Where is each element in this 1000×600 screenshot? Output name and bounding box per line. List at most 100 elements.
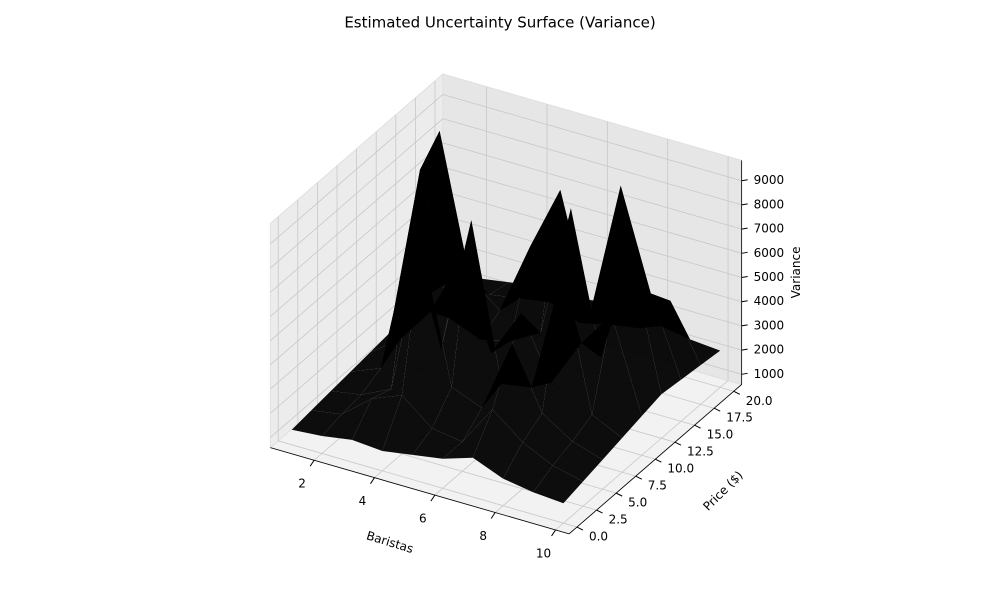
grid-line (278, 440, 578, 528)
surface-facet (451, 220, 502, 408)
surface-facet (412, 428, 463, 459)
z-tick-label: 7000 (754, 222, 785, 236)
z-tick-label: 5000 (754, 270, 785, 284)
tick-mark (741, 300, 748, 303)
tick-mark (674, 441, 682, 446)
surface-facet (442, 409, 493, 459)
y-tick-label: 20.0 (746, 394, 773, 408)
tick-mark (741, 348, 748, 351)
tick-mark (615, 492, 623, 497)
tick-mark (741, 227, 748, 230)
surface-facet (341, 389, 392, 415)
y-axis (568, 384, 742, 535)
tick-mark (309, 459, 315, 467)
surface-facet (352, 395, 402, 451)
tick-mark (655, 458, 662, 463)
surface-facet (542, 275, 592, 442)
z-tick-label: 4000 (754, 294, 785, 308)
surface-facet (432, 387, 482, 442)
tick-mark (635, 475, 643, 480)
tick-mark (741, 179, 748, 182)
grid-line (270, 166, 444, 317)
surface-facet (592, 315, 642, 438)
z-axis-label: Variance (789, 247, 803, 299)
z-tick-label: 6000 (754, 246, 785, 260)
surface-facet (570, 185, 621, 358)
surface-facet (521, 208, 571, 383)
x-tick-label: 8 (479, 529, 487, 543)
surface-facet (421, 220, 472, 388)
surface-facet (510, 189, 561, 341)
grid-line (270, 94, 444, 245)
surface-facet (670, 300, 721, 366)
surface-facet (471, 220, 522, 384)
tick-mark (551, 529, 556, 537)
tick-mark (694, 424, 701, 429)
tick-mark (713, 407, 721, 412)
grid-line (442, 166, 742, 254)
tick-mark (490, 512, 496, 519)
grid-line (442, 190, 742, 278)
tick-mark (733, 390, 741, 395)
surface-facet (391, 236, 442, 389)
surface-facet (401, 245, 452, 429)
z-tick-label: 8000 (754, 197, 785, 211)
tick-mark (576, 526, 584, 531)
x-tick-label: 10 (536, 546, 551, 560)
z-tick-label: 1000 (754, 367, 785, 381)
surface-facet (382, 395, 433, 455)
grid-line (442, 94, 742, 182)
surface-facet (371, 245, 422, 399)
surface-facet (533, 465, 583, 504)
x-tick-label: 6 (419, 512, 427, 526)
grid-line (270, 118, 444, 269)
grid-line (442, 239, 742, 327)
surface-facet (492, 344, 543, 443)
surface-facet (650, 293, 701, 380)
surface-facet (512, 275, 562, 414)
tick-mark (741, 276, 748, 279)
z-tick-label: 2000 (754, 343, 785, 357)
y-axis-label: Price ($) (700, 468, 745, 513)
surface-facet (472, 409, 523, 479)
surface-facet (552, 441, 603, 482)
tick-mark (741, 203, 748, 206)
surface-facet (361, 236, 411, 395)
y-tick-label: 2.5 (609, 513, 628, 527)
x-axis (270, 447, 570, 535)
y-tick-label: 15.0 (707, 428, 734, 442)
surface-facet (331, 368, 381, 395)
surface-facet (572, 414, 623, 460)
surface-facet (561, 275, 612, 415)
tick-mark (596, 509, 603, 514)
grid-line (270, 142, 444, 293)
y-tick-label: 5.0 (628, 496, 647, 510)
grid-line (442, 215, 742, 303)
z-tick-label: 9000 (754, 173, 785, 187)
tick-mark (370, 477, 375, 484)
tick-mark (741, 324, 748, 327)
y-tick-label: 17.5 (726, 411, 753, 425)
surface-facet (480, 246, 531, 341)
grid-line (442, 142, 742, 230)
chart-title: Estimated Uncertainty Surface (Variance) (344, 14, 655, 32)
tick-mark (741, 251, 748, 254)
grid-line (442, 118, 742, 206)
x-tick-label: 4 (359, 494, 367, 508)
surface-facet (311, 390, 362, 415)
tick-mark (430, 494, 436, 502)
y-tick-label: 12.5 (687, 445, 714, 459)
y-tick-label: 0.0 (589, 530, 608, 544)
surface-facet (631, 259, 681, 395)
y-tick-label: 10.0 (667, 462, 694, 476)
x-axis-label: Baristas (365, 528, 415, 556)
surface-facet (503, 442, 553, 493)
surface-facet (291, 410, 342, 436)
surface-facet (611, 259, 662, 416)
tick-mark (741, 372, 748, 375)
surface-facet (522, 413, 573, 466)
y-tick-label: 7.5 (648, 479, 667, 493)
surface-facet (322, 398, 372, 440)
z-tick-label: 3000 (754, 318, 785, 332)
